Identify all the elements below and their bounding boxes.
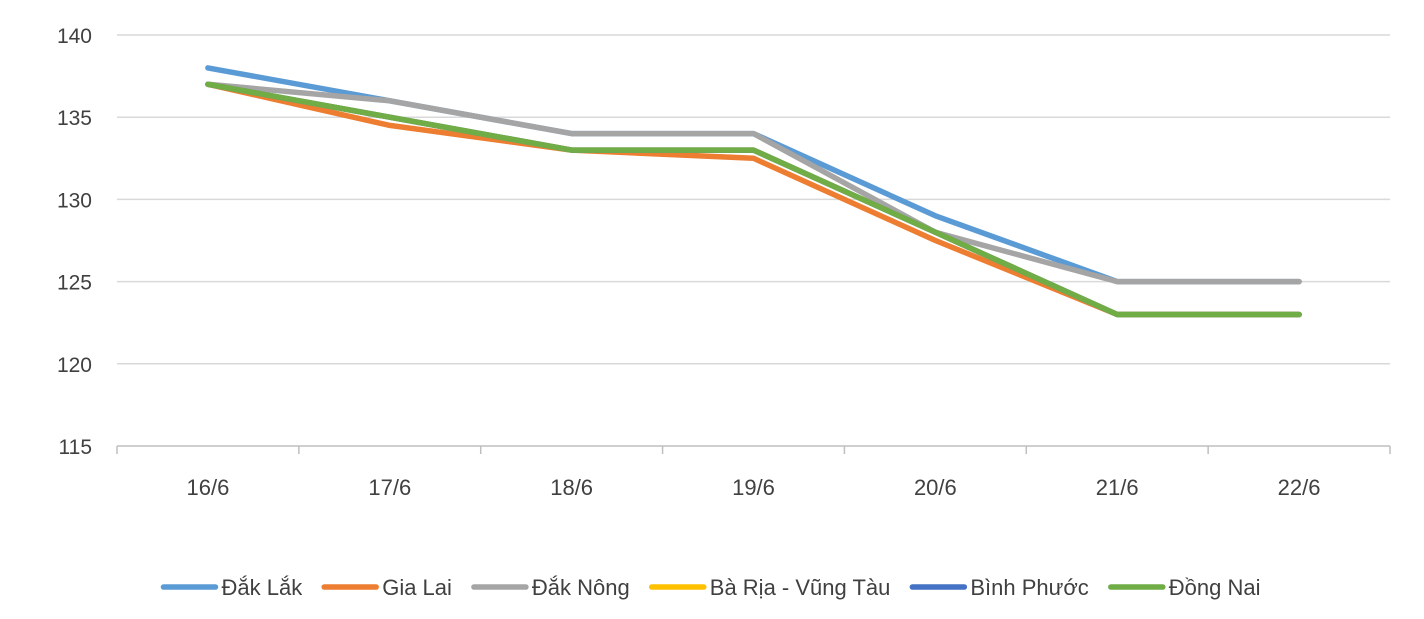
y-tick-label: 140 [57, 25, 92, 48]
legend-item: Đồng Nai [1108, 575, 1261, 600]
y-tick-label: 130 [57, 189, 92, 212]
y-tick-label: 125 [57, 272, 92, 295]
legend-label: Đắk Nông [532, 575, 630, 600]
legend-label: Đắk Lắk [221, 575, 303, 600]
legend-label: Đồng Nai [1169, 575, 1261, 600]
series-line [205, 81, 1302, 285]
legend-item: Bà Rịa - Vũng Tàu [649, 575, 891, 600]
x-tick-labels: 16/6 17/6 18/6 19/6 20/6 21/6 22/6 [187, 475, 1321, 500]
legend: Đắk Lắk Gia Lai Đắk Nông Bà Rịa - Vũng Tàu B… [160, 575, 1261, 600]
y-tick-label: 120 [57, 354, 92, 377]
series-lines [205, 65, 1302, 318]
legend-label: Gia Lai [382, 575, 452, 600]
x-axis [116, 445, 1391, 454]
legend-item: Bình Phước [909, 575, 1089, 600]
x-tick-label: 20/6 [914, 475, 957, 500]
legend-item: Đắk Lắk [160, 575, 303, 600]
x-tick-label: 21/6 [1096, 475, 1139, 500]
legend-label: Bình Phước [970, 575, 1088, 600]
legend-item: Gia Lai [321, 575, 452, 600]
y-tick-label: 135 [57, 107, 92, 130]
series-line [205, 81, 1302, 318]
x-tick-label: 22/6 [1278, 475, 1321, 500]
legend-label: Bà Rịa - Vũng Tàu [710, 575, 891, 600]
y-tick-labels: 115 120 125 130 135 140 [57, 25, 92, 459]
y-tick-label: 115 [59, 436, 92, 459]
x-tick-label: 17/6 [368, 475, 411, 500]
x-tick-label: 16/6 [187, 475, 230, 500]
x-tick-label: 19/6 [732, 475, 775, 500]
legend-item: Đắk Nông [471, 575, 630, 600]
x-tick-label: 18/6 [550, 475, 593, 500]
